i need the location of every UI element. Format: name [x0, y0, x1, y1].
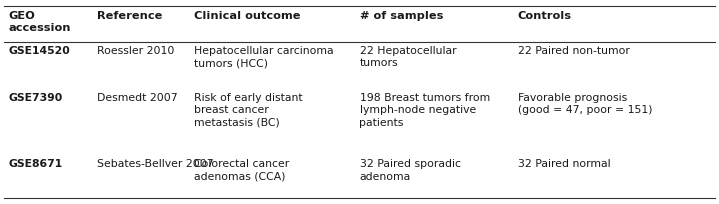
Text: Colorectal cancer
adenomas (CCA): Colorectal cancer adenomas (CCA) — [194, 159, 289, 182]
Text: 198 Breast tumors from
lymph-node negative
patients: 198 Breast tumors from lymph-node negati… — [360, 93, 490, 128]
Text: # of samples: # of samples — [360, 11, 443, 21]
Text: Roessler 2010: Roessler 2010 — [97, 46, 175, 56]
Text: Hepatocellular carcinoma
tumors (HCC): Hepatocellular carcinoma tumors (HCC) — [194, 46, 334, 68]
Text: Sebates-Bellver 2007: Sebates-Bellver 2007 — [97, 159, 214, 169]
Text: Reference: Reference — [97, 11, 162, 21]
Text: Clinical outcome: Clinical outcome — [194, 11, 301, 21]
Text: 22 Hepatocellular
tumors: 22 Hepatocellular tumors — [360, 46, 456, 68]
Text: GSE7390: GSE7390 — [9, 93, 63, 103]
Text: GSE8671: GSE8671 — [9, 159, 63, 169]
Text: Desmedt 2007: Desmedt 2007 — [97, 93, 178, 103]
Text: 32 Paired sporadic
adenoma: 32 Paired sporadic adenoma — [360, 159, 460, 182]
Text: Favorable prognosis
(good = 47, poor = 151): Favorable prognosis (good = 47, poor = 1… — [518, 93, 652, 115]
Text: Controls: Controls — [518, 11, 572, 21]
Text: GEO
accession: GEO accession — [9, 11, 71, 33]
Text: 22 Paired non-tumor: 22 Paired non-tumor — [518, 46, 630, 56]
Text: 32 Paired normal: 32 Paired normal — [518, 159, 610, 169]
Text: GSE14520: GSE14520 — [9, 46, 70, 56]
Text: Risk of early distant
breast cancer
metastasis (BC): Risk of early distant breast cancer meta… — [194, 93, 303, 128]
